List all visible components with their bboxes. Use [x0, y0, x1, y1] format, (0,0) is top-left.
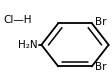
Text: H₂N: H₂N	[18, 40, 38, 50]
Text: Br: Br	[95, 17, 106, 27]
Text: Cl—H: Cl—H	[3, 15, 32, 25]
Text: Br: Br	[95, 62, 106, 72]
